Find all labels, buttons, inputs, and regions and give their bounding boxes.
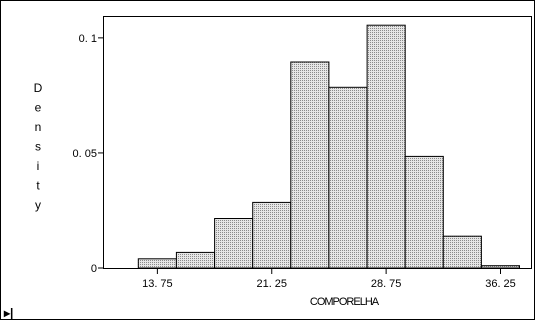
y-label-letter-3: s: [35, 140, 41, 154]
x-tick-label-2: 28. 75: [371, 278, 402, 290]
histogram-bar-9: [480, 265, 520, 269]
histogram-bar-5: [328, 86, 368, 269]
play-marker-icon[interactable]: ▸|: [3, 306, 13, 320]
histogram-bar-3: [252, 201, 292, 269]
y-tick-label-1: 0. 05: [73, 148, 97, 160]
y-label-letter-2: n: [35, 120, 42, 134]
x-axis-label: COMPORELHA: [310, 296, 380, 308]
y-label-letter-1: e: [35, 101, 42, 115]
x-tick-label-3: 36. 25: [485, 278, 516, 290]
y-axis: 0 0. 05 0. 1: [73, 33, 104, 275]
histogram-bar-4: [290, 61, 330, 269]
x-axis: 13. 75 21. 25 28. 75 36. 25: [142, 268, 516, 290]
histogram-bar-6: [366, 24, 406, 269]
histogram-bar-1: [175, 251, 215, 269]
y-tick-label-2: 0. 1: [79, 33, 97, 45]
y-tick-label-0: 0: [91, 263, 97, 275]
y-label-letter-0: D: [34, 81, 43, 95]
y-label-letter-4: i: [37, 159, 40, 173]
y-label-letter-5: t: [36, 179, 40, 193]
histogram-bar-0: [137, 258, 177, 269]
histogram-bar-7: [404, 155, 444, 269]
histogram-bar-2: [214, 218, 254, 269]
x-tick-label-1: 21. 25: [256, 278, 287, 290]
bars-group: [137, 24, 520, 269]
y-label-letter-6: y: [35, 198, 41, 212]
histogram-bar-8: [442, 235, 482, 269]
x-tick-label-0: 13. 75: [142, 278, 173, 290]
